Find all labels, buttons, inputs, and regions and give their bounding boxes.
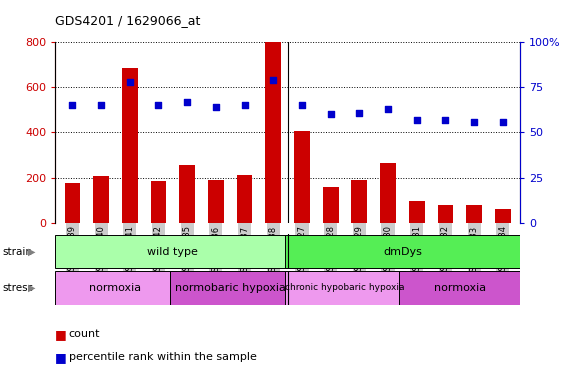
Point — [96, 103, 106, 109]
Point — [154, 103, 163, 109]
Text: ■: ■ — [55, 328, 67, 341]
Bar — [380, 163, 396, 223]
Bar — [208, 180, 224, 223]
Text: dmDys: dmDys — [383, 247, 422, 257]
Point — [383, 106, 393, 112]
Text: normobaric hypoxia: normobaric hypoxia — [175, 283, 286, 293]
Bar — [352, 180, 367, 223]
Point — [268, 77, 278, 83]
Point — [297, 103, 307, 109]
Bar — [322, 187, 339, 223]
Bar — [150, 181, 166, 223]
Text: ■: ■ — [55, 351, 67, 364]
Bar — [285, 235, 520, 268]
Point — [326, 111, 335, 118]
Point — [211, 104, 221, 110]
Bar — [495, 209, 511, 223]
Bar — [409, 200, 425, 223]
Text: strain: strain — [3, 247, 33, 257]
Text: ▶: ▶ — [28, 283, 35, 293]
Bar — [170, 271, 290, 305]
Point — [469, 119, 479, 125]
Bar — [294, 131, 310, 223]
Point — [125, 79, 134, 85]
Text: count: count — [69, 329, 100, 339]
Bar — [93, 177, 109, 223]
Bar — [55, 235, 290, 268]
Text: wild type: wild type — [148, 247, 198, 257]
Point — [412, 117, 421, 123]
Point — [182, 99, 192, 105]
Point — [441, 117, 450, 123]
Text: normoxia: normoxia — [89, 283, 142, 293]
Point — [354, 109, 364, 116]
Text: stress: stress — [3, 283, 34, 293]
Point — [498, 119, 507, 125]
Text: percentile rank within the sample: percentile rank within the sample — [69, 352, 256, 362]
Bar — [180, 165, 195, 223]
Text: normoxia: normoxia — [433, 283, 486, 293]
Bar — [400, 271, 520, 305]
Bar — [64, 183, 80, 223]
Bar — [55, 271, 175, 305]
Point — [68, 103, 77, 109]
Text: GDS4201 / 1629066_at: GDS4201 / 1629066_at — [55, 14, 200, 27]
Bar — [285, 271, 405, 305]
Text: chronic hypobaric hypoxia: chronic hypobaric hypoxia — [285, 283, 405, 293]
Bar — [466, 205, 482, 223]
Bar — [236, 175, 253, 223]
Bar — [437, 205, 453, 223]
Bar — [122, 68, 138, 223]
Point — [240, 103, 249, 109]
Text: ▶: ▶ — [28, 247, 35, 257]
Bar — [266, 42, 281, 223]
